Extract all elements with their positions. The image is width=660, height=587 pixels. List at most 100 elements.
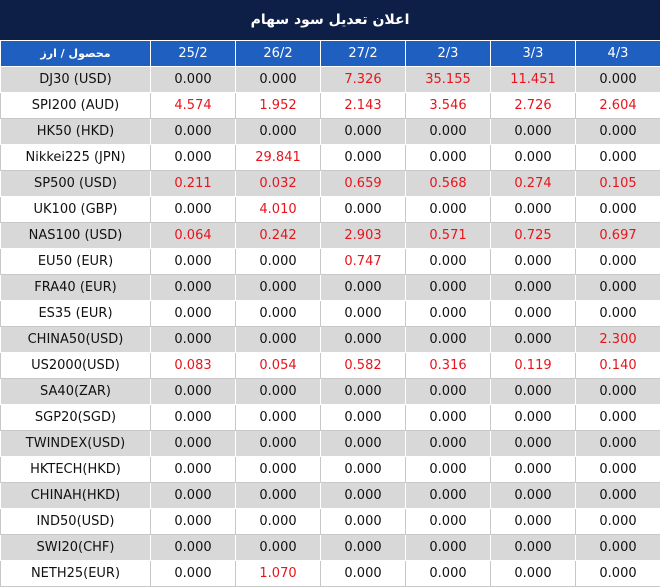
value-cell: 0.000 — [150, 118, 236, 145]
value-cell: 0.000 — [575, 534, 660, 561]
value-cell: 0.000 — [405, 248, 491, 275]
value-cell: 0.000 — [405, 144, 491, 171]
table-row: CHINA50(USD) 0.000 0.000 0.000 0.000 0.000 2.3… — [0, 326, 660, 353]
value-cell: 0.568 — [405, 170, 491, 197]
product-cell: SGP20(SGD) — [0, 404, 151, 431]
value-cell: 0.000 — [150, 196, 236, 223]
value-cell: 0.032 — [235, 170, 321, 197]
value-cell: 2.604 — [575, 92, 660, 119]
value-cell: 0.000 — [320, 144, 406, 171]
product-cell: CHINA50(USD) — [0, 326, 151, 353]
value-cell: 0.000 — [490, 248, 576, 275]
value-cell: 0.000 — [150, 326, 236, 353]
value-cell: 0.000 — [320, 378, 406, 405]
value-cell: 0.000 — [575, 456, 660, 483]
header-cell: 25/2 — [150, 40, 236, 67]
value-cell: 0.316 — [405, 352, 491, 379]
value-cell: 0.000 — [490, 326, 576, 353]
value-cell: 0.000 — [320, 482, 406, 509]
value-cell: 0.000 — [405, 482, 491, 509]
value-cell: 0.582 — [320, 352, 406, 379]
value-cell: 0.000 — [575, 66, 660, 93]
product-cell: UK100 (GBP) — [0, 196, 151, 223]
value-cell: 0.000 — [575, 196, 660, 223]
value-cell: 0.000 — [320, 534, 406, 561]
table-row: SP500 (USD) 0.211 0.032 0.659 0.568 0.274 0.10… — [0, 170, 660, 197]
table-row: HKTECH(HKD) 0.000 0.000 0.000 0.000 0.000 0.00… — [0, 456, 660, 483]
value-cell: 1.952 — [235, 92, 321, 119]
value-cell: 0.211 — [150, 170, 236, 197]
header-cell: 27/2 — [320, 40, 406, 67]
table-row: TWINDEX(USD) 0.000 0.000 0.000 0.000 0.000 0.0… — [0, 430, 660, 457]
value-cell: 0.000 — [320, 274, 406, 301]
product-cell: HK50 (HKD) — [0, 118, 151, 145]
table-row: IND50(USD) 0.000 0.000 0.000 0.000 0.000 0.000 — [0, 508, 660, 535]
value-cell: 0.000 — [405, 300, 491, 327]
value-cell: 0.000 — [490, 508, 576, 535]
value-cell: 0.000 — [150, 456, 236, 483]
header-cell: 4/3 — [575, 40, 660, 67]
value-cell: 2.903 — [320, 222, 406, 249]
table-row: SPI200 (AUD) 4.574 1.952 2.143 3.546 2.726 2.6… — [0, 92, 660, 119]
value-cell: 0.000 — [235, 508, 321, 535]
value-cell: 2.143 — [320, 92, 406, 119]
product-cell: SWI20(CHF) — [0, 534, 151, 561]
product-cell: DJ30 (USD) — [0, 66, 151, 93]
value-cell: 0.000 — [575, 404, 660, 431]
value-cell: 0.000 — [150, 404, 236, 431]
value-cell: 0.000 — [235, 300, 321, 327]
value-cell: 0.000 — [405, 508, 491, 535]
value-cell: 0.000 — [575, 300, 660, 327]
value-cell: 1.070 — [235, 560, 321, 587]
value-cell: 0.000 — [150, 144, 236, 171]
value-cell: 0.000 — [405, 404, 491, 431]
product-cell: SPI200 (AUD) — [0, 92, 151, 119]
value-cell: 0.000 — [575, 508, 660, 535]
header-cell: 3/3 — [490, 40, 576, 67]
value-cell: 0.000 — [575, 248, 660, 275]
value-cell: 0.000 — [490, 534, 576, 561]
value-cell: 0.000 — [405, 274, 491, 301]
value-cell: 0.000 — [150, 378, 236, 405]
value-cell: 0.000 — [490, 144, 576, 171]
value-cell: 0.000 — [490, 560, 576, 587]
value-cell: 0.000 — [575, 144, 660, 171]
value-cell: 0.000 — [235, 248, 321, 275]
product-cell: SA40(ZAR) — [0, 378, 151, 405]
value-cell: 0.054 — [235, 352, 321, 379]
value-cell: 0.000 — [150, 534, 236, 561]
value-cell: 0.140 — [575, 352, 660, 379]
value-cell: 0.571 — [405, 222, 491, 249]
table-row: NETH25(EUR) 0.000 1.070 0.000 0.000 0.000 0.00… — [0, 560, 660, 587]
value-cell: 0.000 — [490, 378, 576, 405]
table-row: DJ30 (USD) 0.000 0.000 7.326 35.155 11.451 0.0… — [0, 66, 660, 93]
value-cell: 0.000 — [150, 66, 236, 93]
header-cell: 2/3 — [405, 40, 491, 67]
value-cell: 0.000 — [320, 508, 406, 535]
value-cell: 0.000 — [575, 560, 660, 587]
table-row: HK50 (HKD) 0.000 0.000 0.000 0.000 0.000 0.000 — [0, 118, 660, 145]
table-row: CHINAH(HKD) 0.000 0.000 0.000 0.000 0.000 0.00… — [0, 482, 660, 509]
value-cell: 0.000 — [405, 534, 491, 561]
value-cell: 0.000 — [490, 404, 576, 431]
value-cell: 2.300 — [575, 326, 660, 353]
value-cell: 0.697 — [575, 222, 660, 249]
product-cell: ES35 (EUR) — [0, 300, 151, 327]
table-row: UK100 (GBP) 0.000 4.010 0.000 0.000 0.000 0.00… — [0, 196, 660, 223]
value-cell: 0.000 — [490, 118, 576, 145]
value-cell: 0.000 — [320, 456, 406, 483]
product-cell: NETH25(EUR) — [0, 560, 151, 587]
product-cell: CHINAH(HKD) — [0, 482, 151, 509]
value-cell: 0.119 — [490, 352, 576, 379]
value-cell: 4.010 — [235, 196, 321, 223]
product-cell: SP500 (USD) — [0, 170, 151, 197]
value-cell: 0.000 — [235, 326, 321, 353]
value-cell: 0.000 — [150, 560, 236, 587]
header-cell: 26/2 — [235, 40, 321, 67]
product-cell: IND50(USD) — [0, 508, 151, 535]
header-cell: محصول / ارز — [0, 40, 151, 67]
value-cell: 0.000 — [405, 430, 491, 457]
value-cell: 0.064 — [150, 222, 236, 249]
value-cell: 0.000 — [320, 300, 406, 327]
